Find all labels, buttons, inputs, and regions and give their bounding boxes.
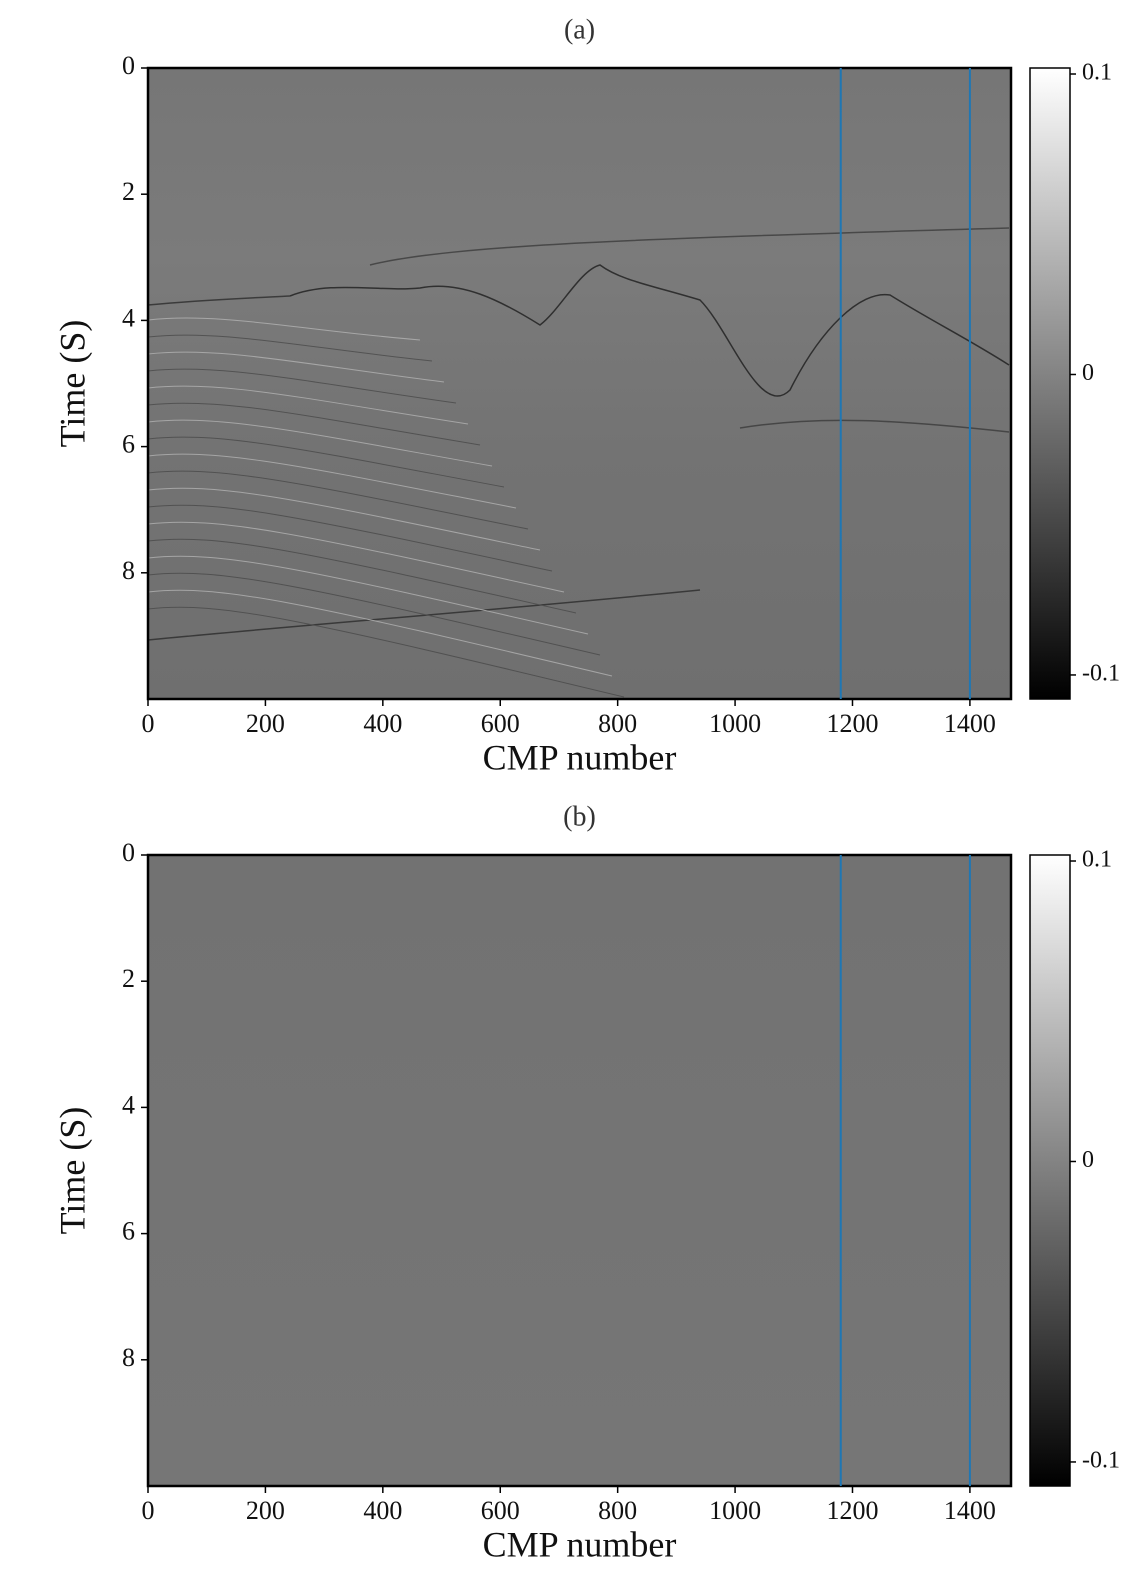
reflector	[147, 402, 481, 446]
reflector	[739, 419, 1010, 433]
y-tick-label: 4	[122, 1090, 135, 1119]
x-tick-label: 1000	[709, 709, 761, 738]
x-axis-label: CMP number	[483, 1524, 677, 1564]
x-tick-label: 1200	[826, 1496, 878, 1525]
y-tick-label: 2	[122, 177, 135, 206]
y-tick-label: 6	[122, 430, 135, 459]
x-tick-label: 200	[246, 709, 285, 738]
x-tick-label: 600	[481, 1496, 520, 1525]
axes-frame	[146, 66, 1013, 701]
x-tick-label: 1000	[709, 1496, 761, 1525]
reflectors	[147, 227, 1010, 698]
reflector	[147, 385, 469, 425]
reflector	[147, 436, 505, 488]
reflector	[147, 555, 589, 635]
reflector	[147, 334, 433, 362]
reflector	[147, 572, 601, 656]
reflector	[147, 521, 565, 593]
y-axis-label: Time (S)	[52, 1107, 92, 1235]
x-tick-label: 400	[363, 1496, 402, 1525]
y-tick-label: 8	[122, 1343, 135, 1372]
x-tick-label: 200	[246, 1496, 285, 1525]
x-tick-label: 600	[481, 709, 520, 738]
seismic-image	[148, 68, 1011, 699]
x-tick-label: 0	[142, 709, 155, 738]
colorbar-tick-label: 0.1	[1082, 60, 1112, 86]
reflector	[289, 264, 1010, 397]
reflector	[147, 589, 613, 677]
x-axis-label: CMP number	[483, 737, 677, 777]
x-tick-label: 800	[598, 1496, 637, 1525]
y-tick-label: 0	[122, 838, 135, 867]
reflector	[147, 453, 517, 509]
panel-title: (a)	[564, 14, 595, 45]
colorbar	[1029, 854, 1071, 1487]
y-tick-label: 2	[122, 964, 135, 993]
reflector	[147, 606, 625, 698]
seismic-image	[148, 855, 1011, 1486]
reflector	[147, 589, 701, 641]
colorbar-tick-label: 0	[1082, 360, 1094, 386]
colorbar-tick-label: -0.1	[1082, 660, 1120, 686]
colorbar-tick-label: 0	[1082, 1147, 1094, 1173]
colorbar-tick-label: 0.1	[1082, 847, 1112, 873]
x-tick-label: 1400	[944, 1496, 996, 1525]
reflector	[147, 317, 421, 341]
y-tick-label: 4	[122, 303, 135, 332]
x-tick-label: 0	[142, 1496, 155, 1525]
y-tick-label: 8	[122, 556, 135, 585]
reflector	[147, 351, 445, 383]
reflector	[147, 487, 541, 551]
reflector	[147, 419, 493, 467]
axes-frame	[146, 853, 1013, 1488]
reflector	[147, 295, 291, 306]
x-tick-label: 1400	[944, 709, 996, 738]
x-tick-label: 1200	[826, 709, 878, 738]
reflector	[147, 368, 457, 404]
reflector	[147, 504, 553, 572]
y-axis-label: Time (S)	[52, 320, 92, 448]
reflector	[147, 470, 529, 530]
colorbar	[1029, 67, 1071, 700]
colorbar-tick-label: -0.1	[1082, 1447, 1120, 1473]
x-tick-label: 800	[598, 709, 637, 738]
panel-title: (b)	[563, 801, 596, 832]
y-tick-label: 6	[122, 1217, 135, 1246]
x-tick-label: 400	[363, 709, 402, 738]
reflector	[369, 227, 1010, 266]
y-tick-label: 0	[122, 51, 135, 80]
reflector	[147, 538, 577, 614]
